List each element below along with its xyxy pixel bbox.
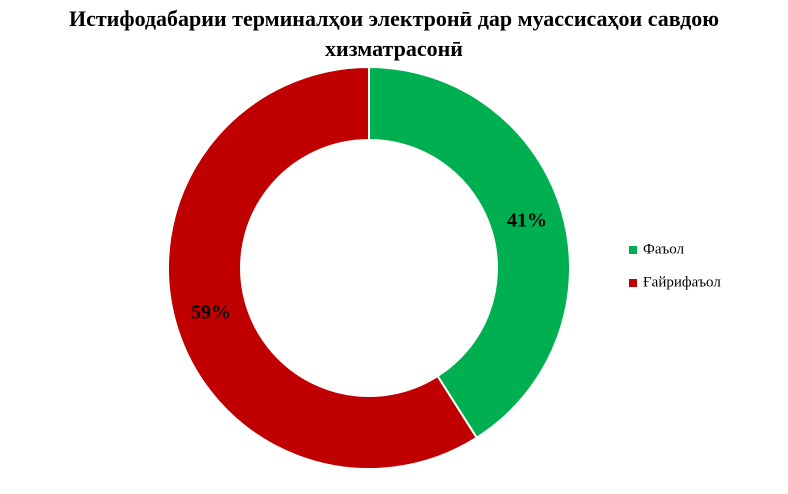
- legend-label: Фаъол: [643, 241, 685, 257]
- chart-title: Истифодабарии терминалҳои электронӣ дар …: [68, 6, 720, 61]
- donut-slice: [368, 65, 571, 440]
- legend-marker: [629, 279, 637, 287]
- legend-marker: [629, 246, 637, 254]
- legend-label: Ғайрифаъол: [643, 274, 721, 290]
- data-label: 59%: [191, 301, 231, 323]
- donut-slice: [167, 65, 479, 470]
- data-label: 41%: [507, 210, 547, 232]
